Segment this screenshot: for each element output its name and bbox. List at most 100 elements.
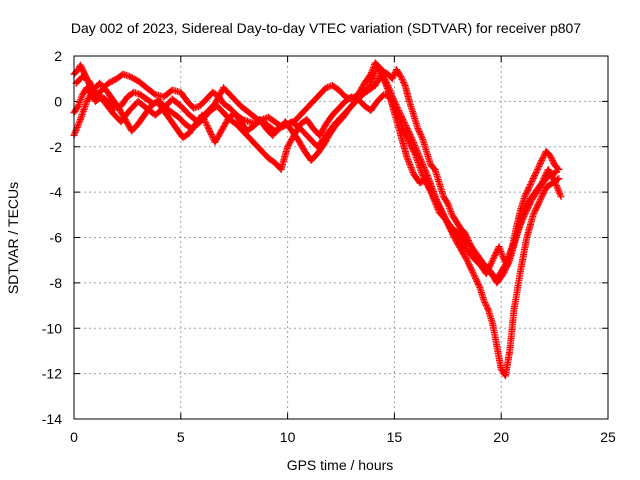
data-point [556,189,564,197]
data-point [419,160,427,168]
x-tick-label: 0 [70,429,78,445]
data-point [421,165,429,173]
data-point [515,225,523,233]
data-point [495,243,503,251]
data-point [394,105,402,113]
data-point [469,270,477,278]
data-point [415,153,423,161]
data-point [392,100,400,108]
data-point [526,200,534,208]
data-point [417,132,425,140]
data-point [366,81,374,89]
data-point [547,153,555,161]
axis-ticks: 0 5 10 15 20 25 -14 -12 -10 -8 -6 -4 -2 0 2 [42,48,616,445]
data-point [461,229,469,237]
data-point [440,211,448,219]
data-point [440,212,448,220]
data-point [555,175,563,183]
data-point [446,204,454,212]
data-point [430,189,438,197]
data-point [528,178,536,186]
data-point [514,227,522,235]
data-point [393,102,401,110]
data-point [554,185,562,193]
data-point [524,185,532,193]
data-point [472,274,480,282]
plot-frame [73,55,609,420]
data-point [385,85,393,93]
data-point [75,119,83,127]
data-point [512,233,520,241]
data-point [524,203,532,211]
data-point [428,184,436,192]
data-point [417,157,425,165]
data-point [74,102,82,110]
data-point [467,265,475,273]
data-point [522,208,530,216]
data-point [413,148,421,156]
data-point [386,88,394,96]
data-point [415,126,423,134]
data-point [205,126,213,134]
y-tick-label: -14 [42,411,62,427]
data-point [541,187,549,195]
data-point [388,91,396,99]
data-point [531,170,539,178]
data-point [75,100,83,108]
data-point [397,72,405,80]
data-point [482,300,490,308]
x-tick-label: 5 [177,429,185,445]
data-point [552,180,560,188]
data-point [407,164,415,172]
data-point [556,191,564,199]
series-track-1 [70,59,563,278]
data-point [487,261,495,269]
data-point [438,208,446,216]
x-axis-label: GPS time / hours [287,457,394,473]
data-point [548,155,556,163]
data-point [534,200,542,208]
data-point [503,257,511,265]
data-point [501,262,509,270]
data-point [489,256,497,264]
data-point [498,249,506,257]
series-track-2 [70,84,563,380]
y-tick-label: -6 [50,230,63,246]
data-point [444,201,452,209]
data-point [71,128,79,136]
data-point [518,217,526,225]
data-point [400,119,408,127]
data-point [536,196,544,204]
data-point [427,181,435,189]
data-point [404,126,412,134]
data-point [437,206,445,214]
x-tick-label: 10 [280,429,296,445]
data-point [496,246,504,254]
data-point [369,73,377,81]
data-point [416,154,424,162]
data-point [502,259,510,267]
data-point [434,199,442,207]
data-point [433,196,441,204]
data-point [471,273,479,281]
data-point [398,113,406,120]
data-point [548,156,556,164]
data-point [395,106,403,114]
data-point [509,241,517,249]
data-point [382,77,390,85]
data-point [473,277,481,285]
data-point [480,297,488,305]
data-point [539,153,547,161]
data-point [403,125,411,133]
data-point [429,187,437,195]
data-point [432,194,440,202]
data-point [416,129,424,137]
data-point [74,120,82,128]
data-point [531,206,539,214]
data-point [464,258,472,266]
data-point [516,222,524,230]
data-point [381,75,389,83]
data-point [368,76,376,84]
data-point [421,167,429,175]
data-point [406,162,414,170]
